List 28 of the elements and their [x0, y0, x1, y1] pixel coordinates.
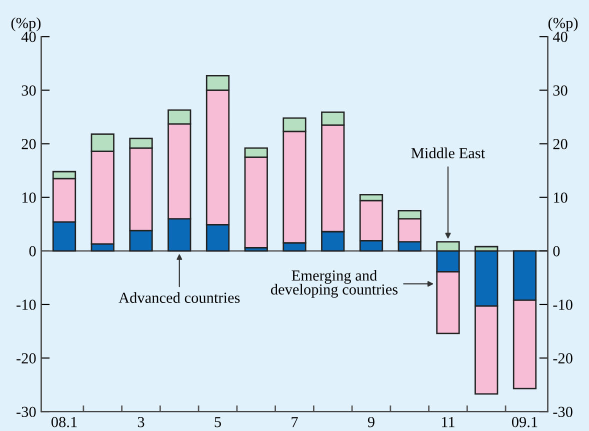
x-tick-label: 09.1: [512, 416, 538, 428]
y2-tick-label: 40: [552, 32, 568, 42]
y2-tick-label: 30: [553, 85, 568, 96]
x-tick-label: 08.1: [51, 416, 77, 428]
y-axis-title: (%p): [11, 17, 41, 32]
text: Advanced countries: [118, 292, 240, 303]
y-tick-label: 20: [22, 138, 36, 150]
text: Middle East: [411, 148, 486, 158]
y-tick-label: -10: [16, 300, 36, 310]
y-tick-label: 30: [22, 85, 36, 96]
y2-axis-title: (%p): [548, 17, 578, 32]
x-tick-label: 9: [368, 416, 374, 428]
series-label: Emerging and developing countries: [270, 270, 398, 298]
y2-tick-label: 10: [554, 192, 568, 203]
x-tick-label: 3: [138, 416, 144, 428]
y2-tick-label: -20: [553, 353, 572, 364]
y2-tick-label: 0: [553, 246, 560, 256]
y-tick-label: 40: [21, 32, 36, 42]
x-tick-label: 5: [214, 417, 221, 428]
y2-tick-label: 20: [553, 138, 568, 150]
x-tick-label: 11: [442, 416, 454, 428]
y-tick-label: 10: [22, 192, 36, 203]
x-tick-label: 7: [292, 417, 298, 428]
y2-tick-label: -10: [553, 300, 572, 310]
y2-tick-label: -30: [553, 406, 572, 418]
y-tick-label: 0: [29, 246, 36, 256]
y-tick-label: -20: [16, 353, 36, 364]
y-tick-label: -30: [16, 406, 36, 418]
